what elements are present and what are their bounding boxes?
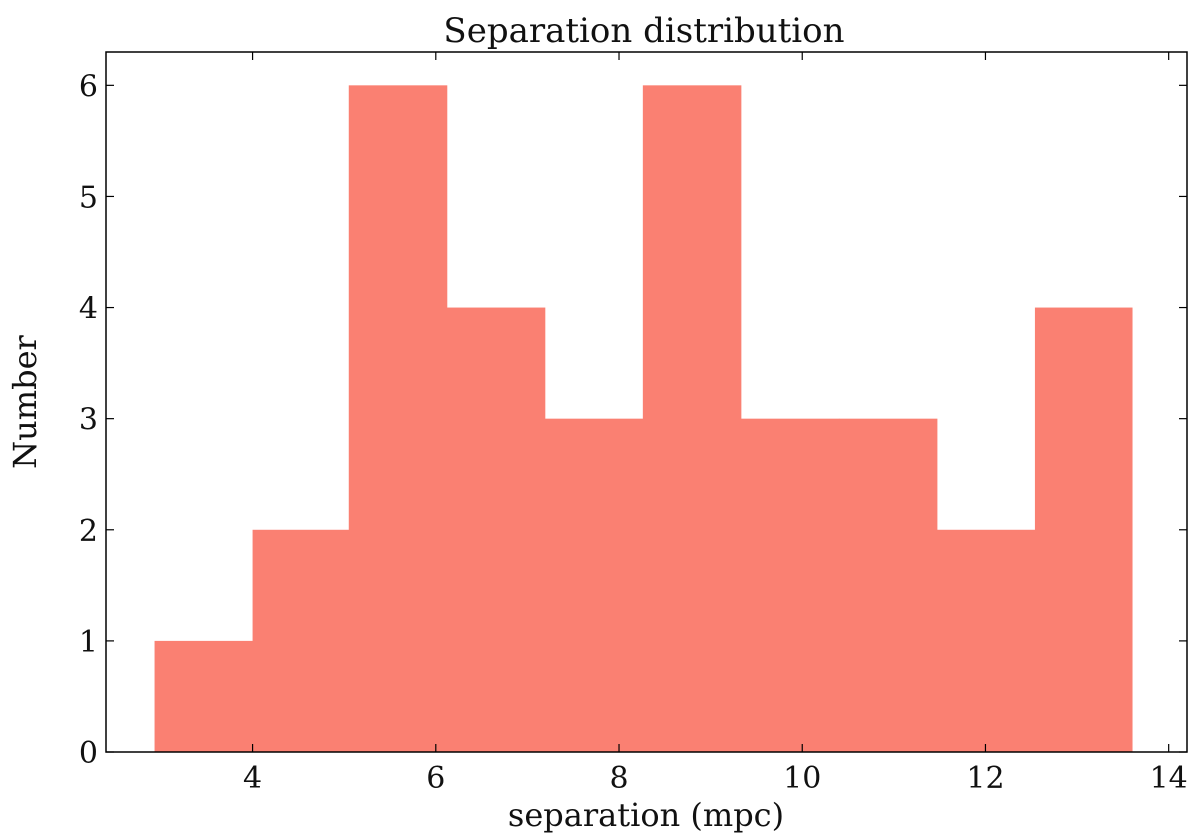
x-tick-label: 8 [609, 761, 628, 796]
x-tick-label: 4 [243, 761, 262, 796]
histogram-bar [740, 418, 840, 752]
x-tick-label: 12 [966, 761, 1004, 796]
histogram-bar [838, 418, 938, 752]
histogram-bar [446, 307, 546, 752]
histogram-bar [1034, 307, 1133, 752]
histogram-bar [348, 85, 448, 753]
y-tick-label: 3 [79, 403, 98, 438]
histogram-bar [544, 418, 644, 752]
x-axis-label: separation (mpc) [508, 796, 784, 834]
y-tick-label: 5 [79, 180, 98, 215]
chart-title: Separation distribution [443, 11, 844, 51]
y-axis-ticks: 0 1 2 3 4 5 6 [79, 69, 1187, 771]
y-tick-label: 0 [79, 736, 98, 771]
y-tick-label: 4 [79, 292, 98, 327]
y-axis-label: Number [6, 334, 44, 468]
histogram-bar [642, 85, 742, 753]
histogram-bars [154, 85, 1133, 753]
y-tick-label: 6 [79, 69, 98, 104]
x-tick-label: 14 [1150, 761, 1188, 796]
histogram-bar [252, 529, 350, 752]
histogram-bar [936, 529, 1036, 752]
y-tick-label: 1 [79, 625, 98, 660]
y-tick-label: 2 [79, 514, 98, 549]
plot-frame [105, 51, 1188, 753]
x-tick-label: 10 [783, 761, 821, 796]
x-axis-ticks: 4 6 8 10 12 14 [243, 52, 1188, 796]
histogram-bar [154, 640, 254, 752]
x-tick-label: 6 [426, 761, 445, 796]
